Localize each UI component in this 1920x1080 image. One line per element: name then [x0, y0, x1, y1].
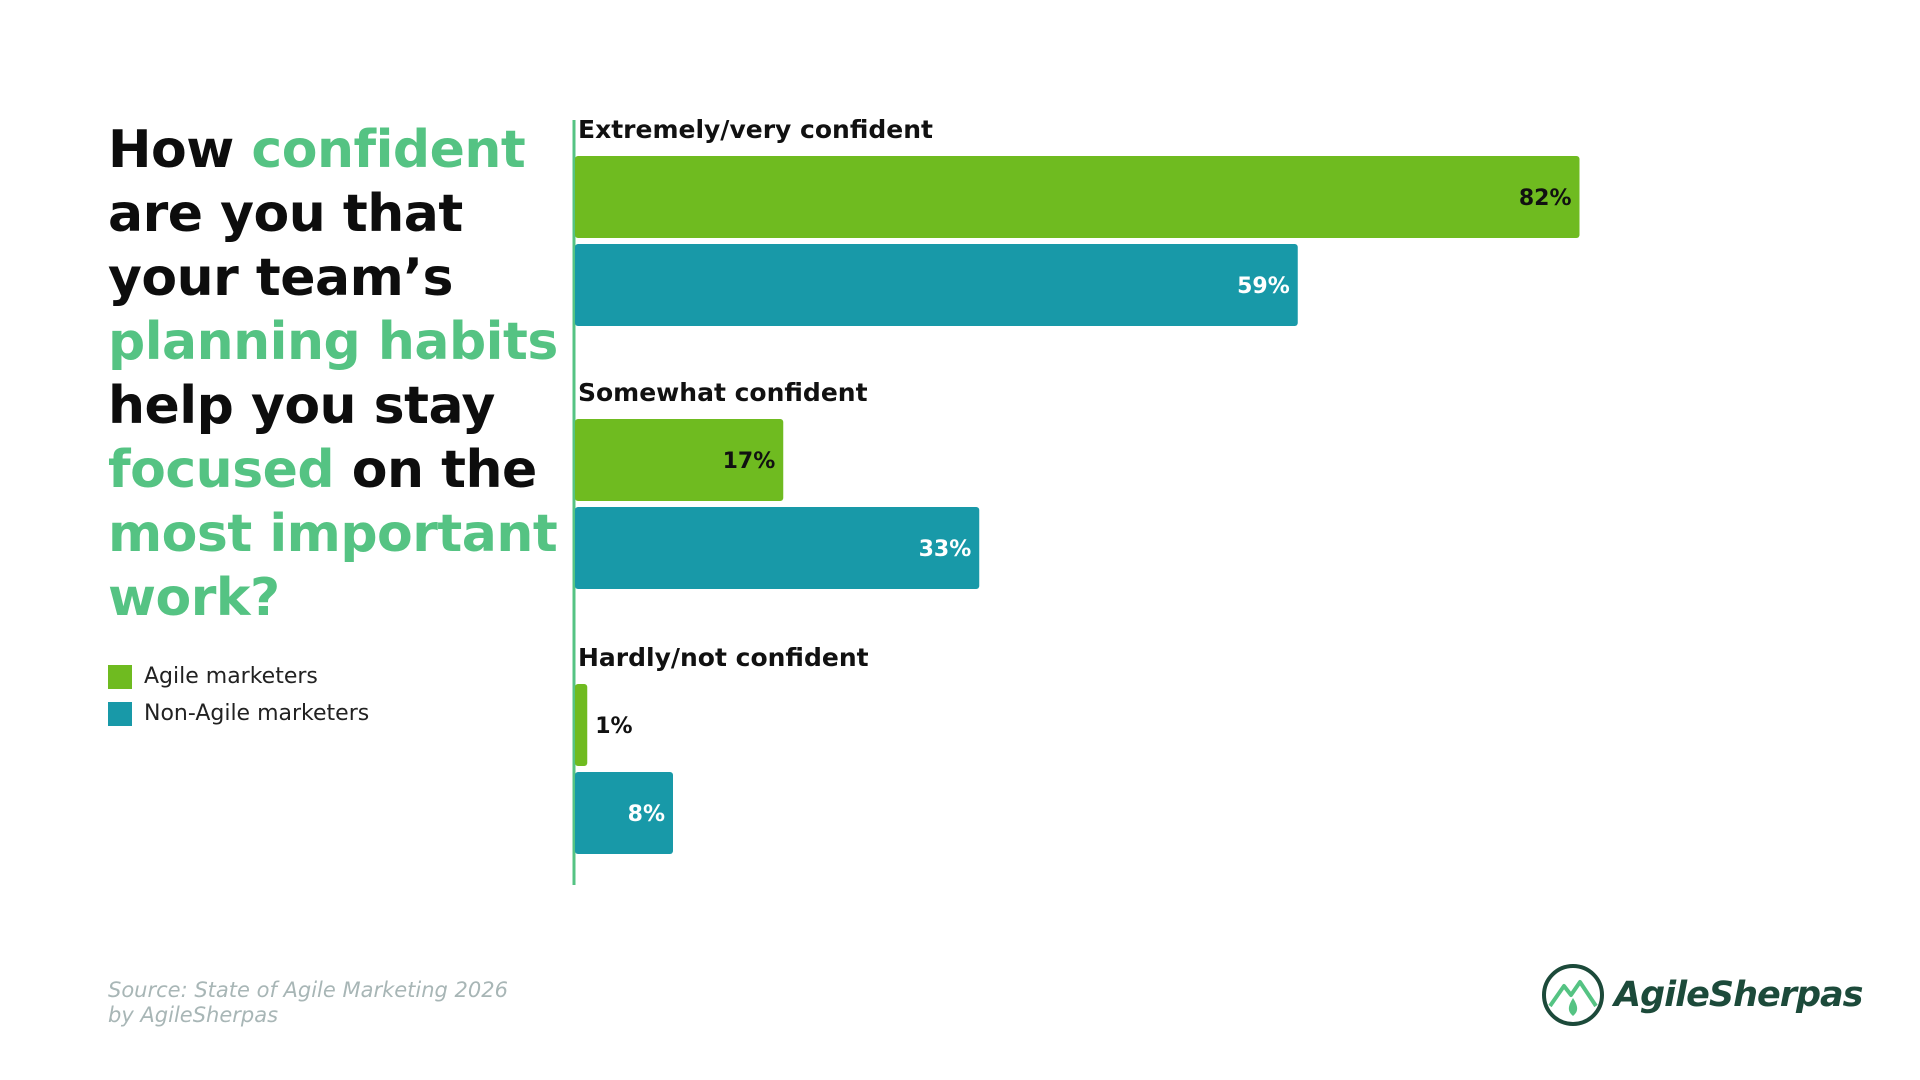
- agilesherpas-logo: AgileSherpas: [1540, 962, 1864, 1028]
- logo-text: AgileSherpas: [1614, 975, 1864, 1015]
- title-text: How: [108, 120, 252, 180]
- data-label: 17%: [723, 449, 776, 474]
- legend-swatch-agile: [108, 664, 132, 689]
- legend-item-agile: Agile marketers: [108, 658, 369, 695]
- title-highlight: confident: [251, 120, 526, 180]
- legend-item-non-agile: Non-Agile marketers: [108, 695, 369, 732]
- title-highlight: planning habits: [108, 312, 558, 372]
- legend: Agile marketers Non-Agile marketers: [108, 658, 369, 732]
- title-text: help you stay: [108, 376, 495, 436]
- bar-agile: [575, 684, 588, 766]
- source-line-2: by AgileSherpas: [108, 1003, 279, 1027]
- data-label: 8%: [628, 802, 665, 827]
- data-label: 33%: [919, 537, 972, 562]
- source-line-1: Source: State of Agile Marketing 2026: [108, 978, 509, 1002]
- category-label: Extremely/very confident: [578, 115, 933, 144]
- legend-label-non-agile: Non-Agile marketers: [144, 701, 370, 726]
- bar-non-agile: [575, 772, 673, 854]
- title-highlight: focused: [108, 440, 335, 500]
- chart-title: How confident are you that your team’s p…: [108, 118, 568, 630]
- category-label: Somewhat confident: [578, 378, 868, 407]
- data-label: 59%: [1237, 274, 1290, 299]
- title-highlight: most important work?: [108, 504, 558, 628]
- bar-agile: [575, 419, 784, 501]
- title-text: are you that your team’s: [108, 184, 463, 308]
- bar-non-agile: [575, 507, 980, 589]
- bar-agile: [575, 156, 1580, 238]
- data-label: 1%: [595, 714, 632, 739]
- category-label: Hardly/not confident: [578, 643, 869, 672]
- mountain-drop-icon: [1542, 964, 1604, 1026]
- legend-swatch-non-agile: [108, 701, 132, 726]
- source-note: Source: State of Agile Marketing 2026 by…: [108, 978, 508, 1028]
- data-label: 82%: [1519, 186, 1572, 211]
- bar-non-agile: [575, 244, 1298, 326]
- legend-label-agile: Agile marketers: [144, 664, 318, 689]
- title-text: on the: [334, 440, 538, 500]
